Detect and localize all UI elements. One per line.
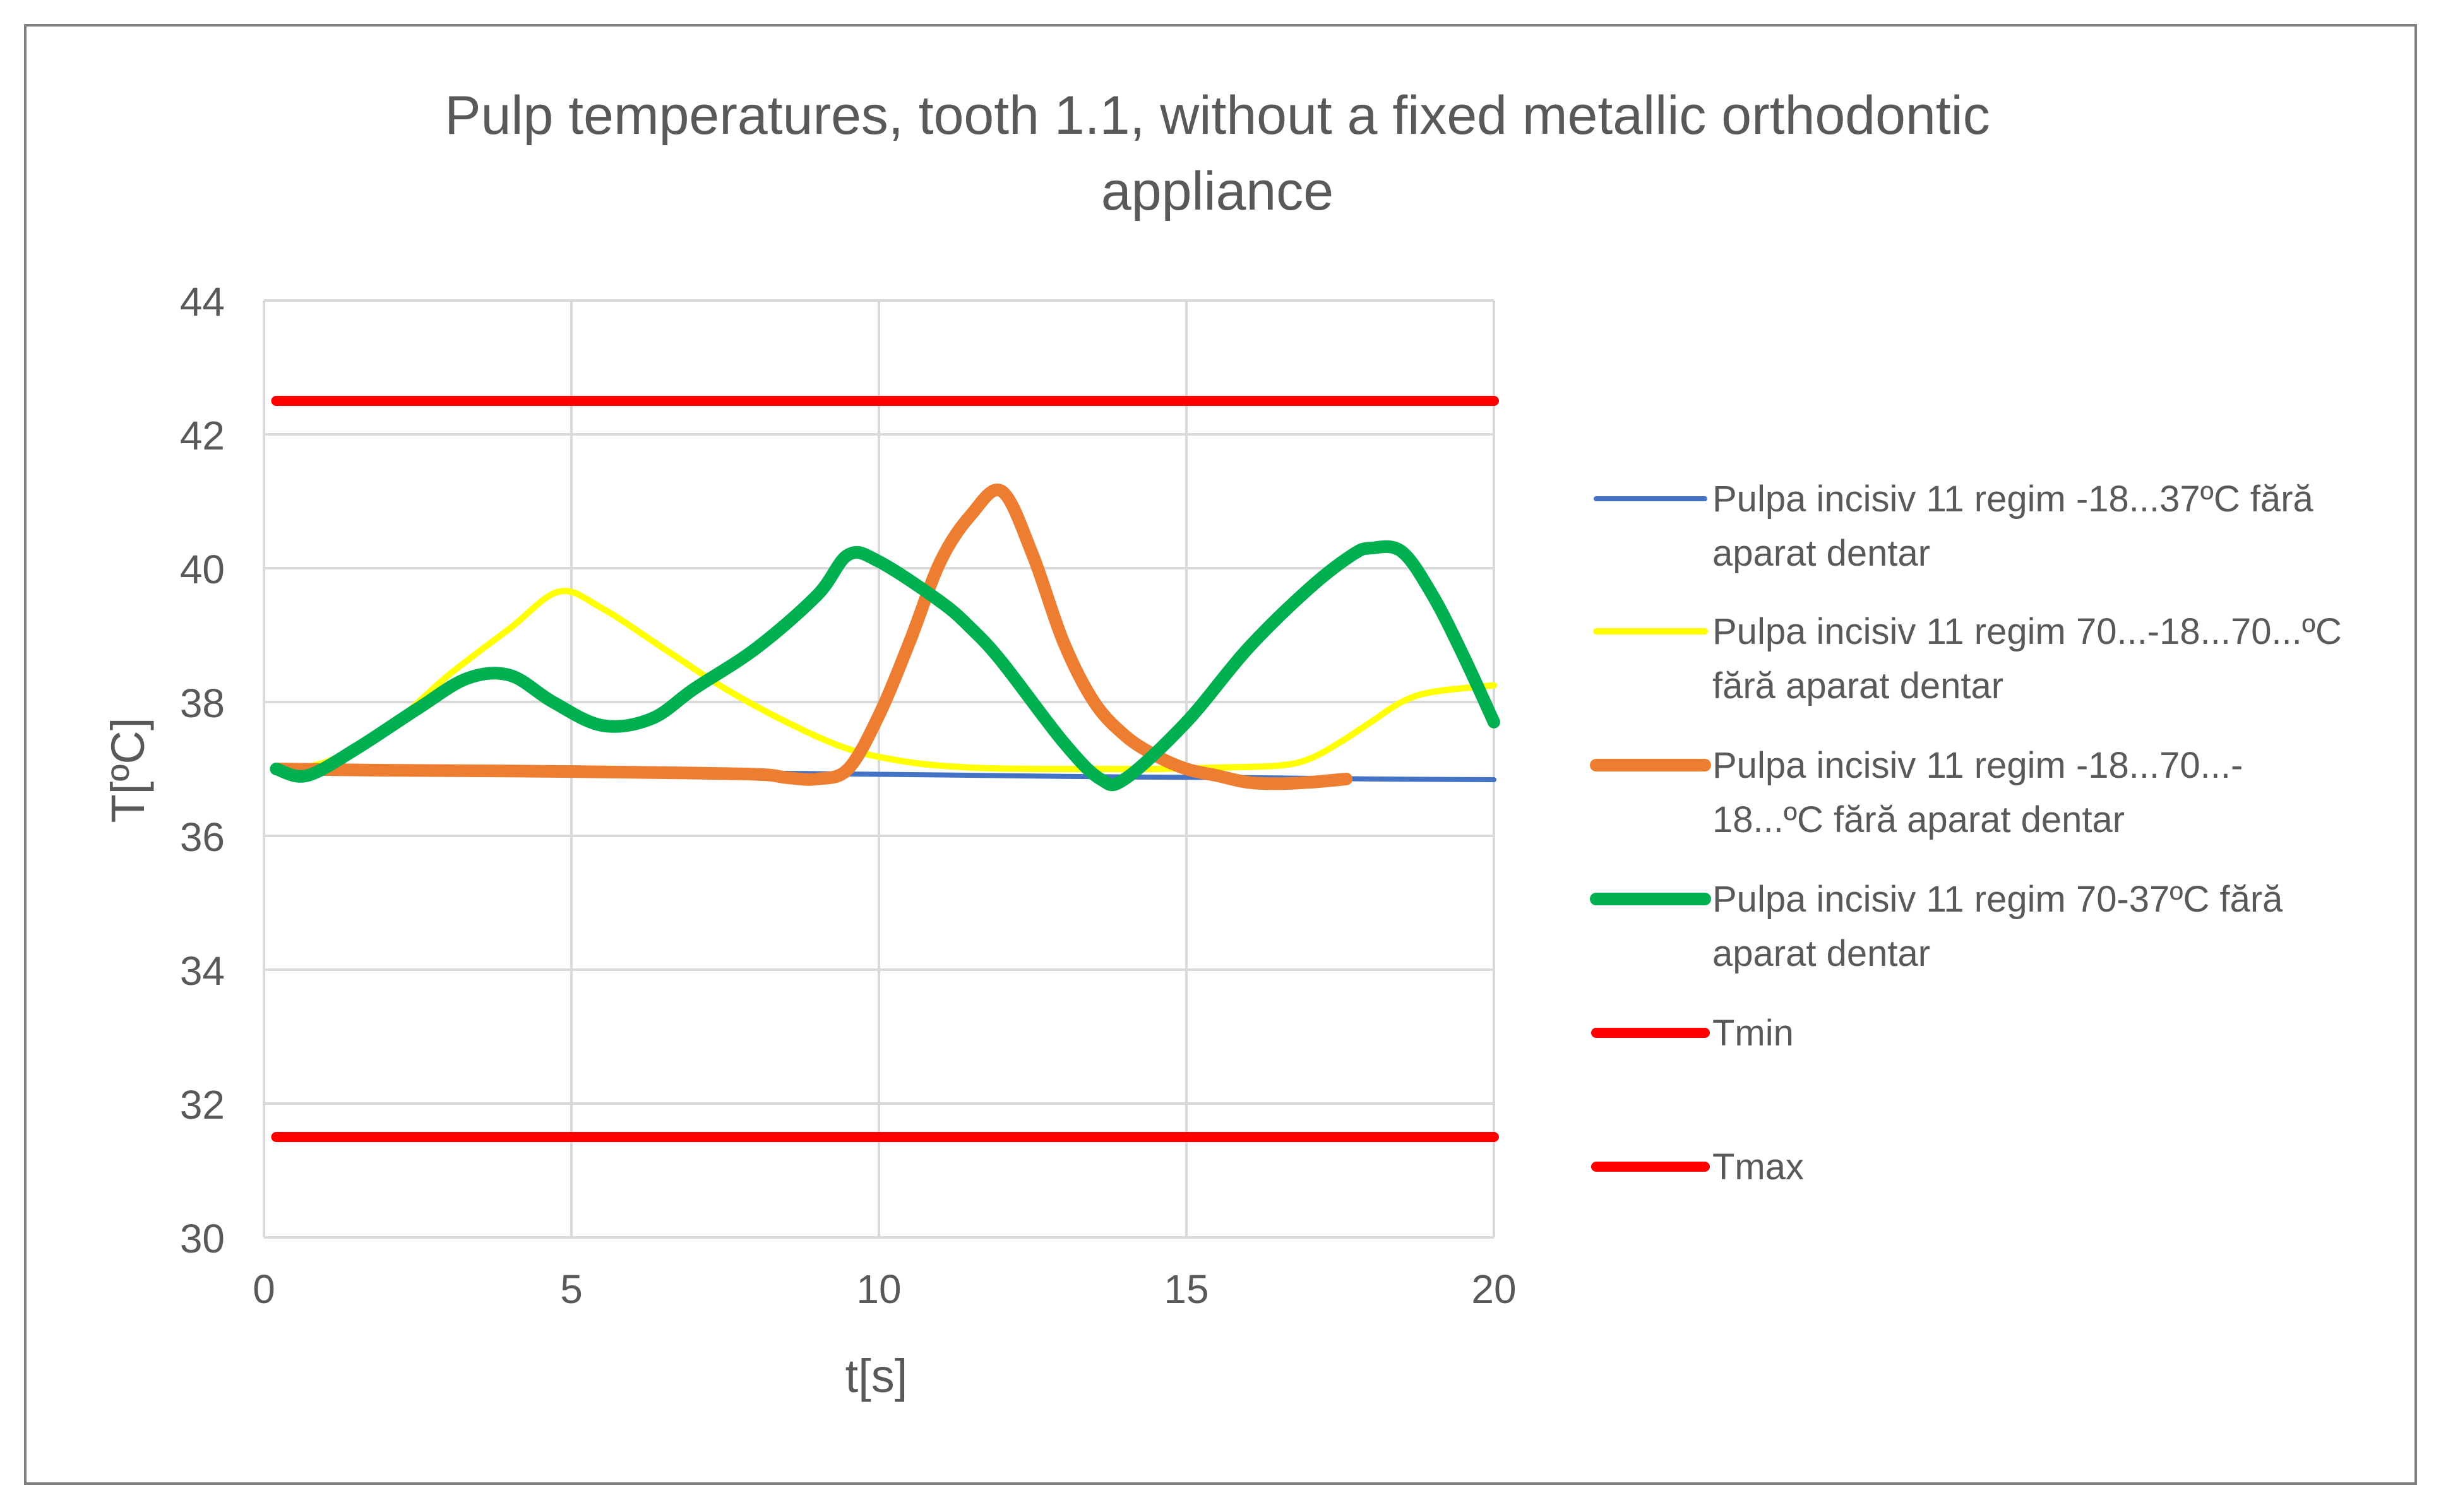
y-tick-label-38: 38 [180,681,225,726]
y-tick-label-40: 40 [180,547,225,592]
x-tick-label-10: 10 [856,1266,901,1312]
y-tick-label-44: 44 [180,279,225,324]
y-tick-label-42: 42 [180,413,225,458]
x-tick-label-5: 5 [560,1266,583,1312]
series-line-pulpa-incisiv-11-regim-18-70-18-c-f-r-aparat-dentar [270,483,1353,790]
y-tick-label-32: 32 [180,1082,225,1128]
series-line-pulpa-incisiv-11-regim-70-18-70-c-f-r-aparat-dentar [273,588,1497,773]
axes: 30 32 34 36 38 40 42 44 0 5 10 15 20 [180,279,1517,1312]
chart-title-line-1: Pulp temperatures, tooth 1.1, without a … [445,85,1990,146]
series-lines [270,396,1500,1142]
legend-label-pulpa-incisiv-11-regim-70-18-70-c-f-r-aparat-dentar-line-2: fără aparat dentar [1712,665,2003,706]
legend-label-pulpa-incisiv-11-regim-70-37-c-f-r-aparat-dentar: Pulpa incisiv 11 regim 70-37ºC fără [1712,879,2283,920]
legend-label-pulpa-incisiv-11-regim-70-18-70-c-f-r-aparat-dentar: Pulpa incisiv 11 regim 70...-18...70...º… [1712,611,2342,652]
legend-label-pulpa-incisiv-11-regim-18-70-18-c-f-r-aparat-dentar-line-2: 18...ºC fără aparat dentar [1712,799,2125,840]
y-tick-label-34: 34 [180,948,225,994]
legend-label-tmin: Tmin [1712,1013,1794,1054]
x-axis-label: t[s] [845,1350,908,1402]
legend: Pulpa incisiv 11 regim -18...37ºC fără ap… [1590,479,2342,1188]
y-tick-label-30: 30 [180,1216,225,1261]
chart-title-line-2: appliance [1101,161,1334,222]
series-line-pulpa-incisiv-11-regim-70-37-c-f-r-aparat-dentar [270,540,1500,792]
y-tick-label-36: 36 [180,814,225,860]
y-axis-label: T[ºC] [102,718,154,823]
legend-label-pulpa-incisiv-11-regim-70-37-c-f-r-aparat-dentar-line-2: aparat dentar [1712,933,1930,974]
x-tick-label-20: 20 [1471,1266,1516,1312]
legend-label-tmax: Tmax [1712,1146,1804,1188]
x-tick-label-15: 15 [1164,1266,1209,1312]
x-tick-label-0: 0 [253,1266,275,1312]
chart-border [24,24,2417,1485]
legend-label-pulpa-incisiv-11-regim-18-70-18-c-f-r-aparat-dentar: Pulpa incisiv 11 regim -18...70...- [1712,745,2243,786]
legend-label-pulpa-incisiv-11-regim-18-37-c-f-r-aparat-dentar: Pulpa incisiv 11 regim -18...37ºC fără [1712,479,2314,520]
legend-label-pulpa-incisiv-11-regim-18-37-c-f-r-aparat-dentar-line-2: aparat dentar [1712,533,1930,574]
